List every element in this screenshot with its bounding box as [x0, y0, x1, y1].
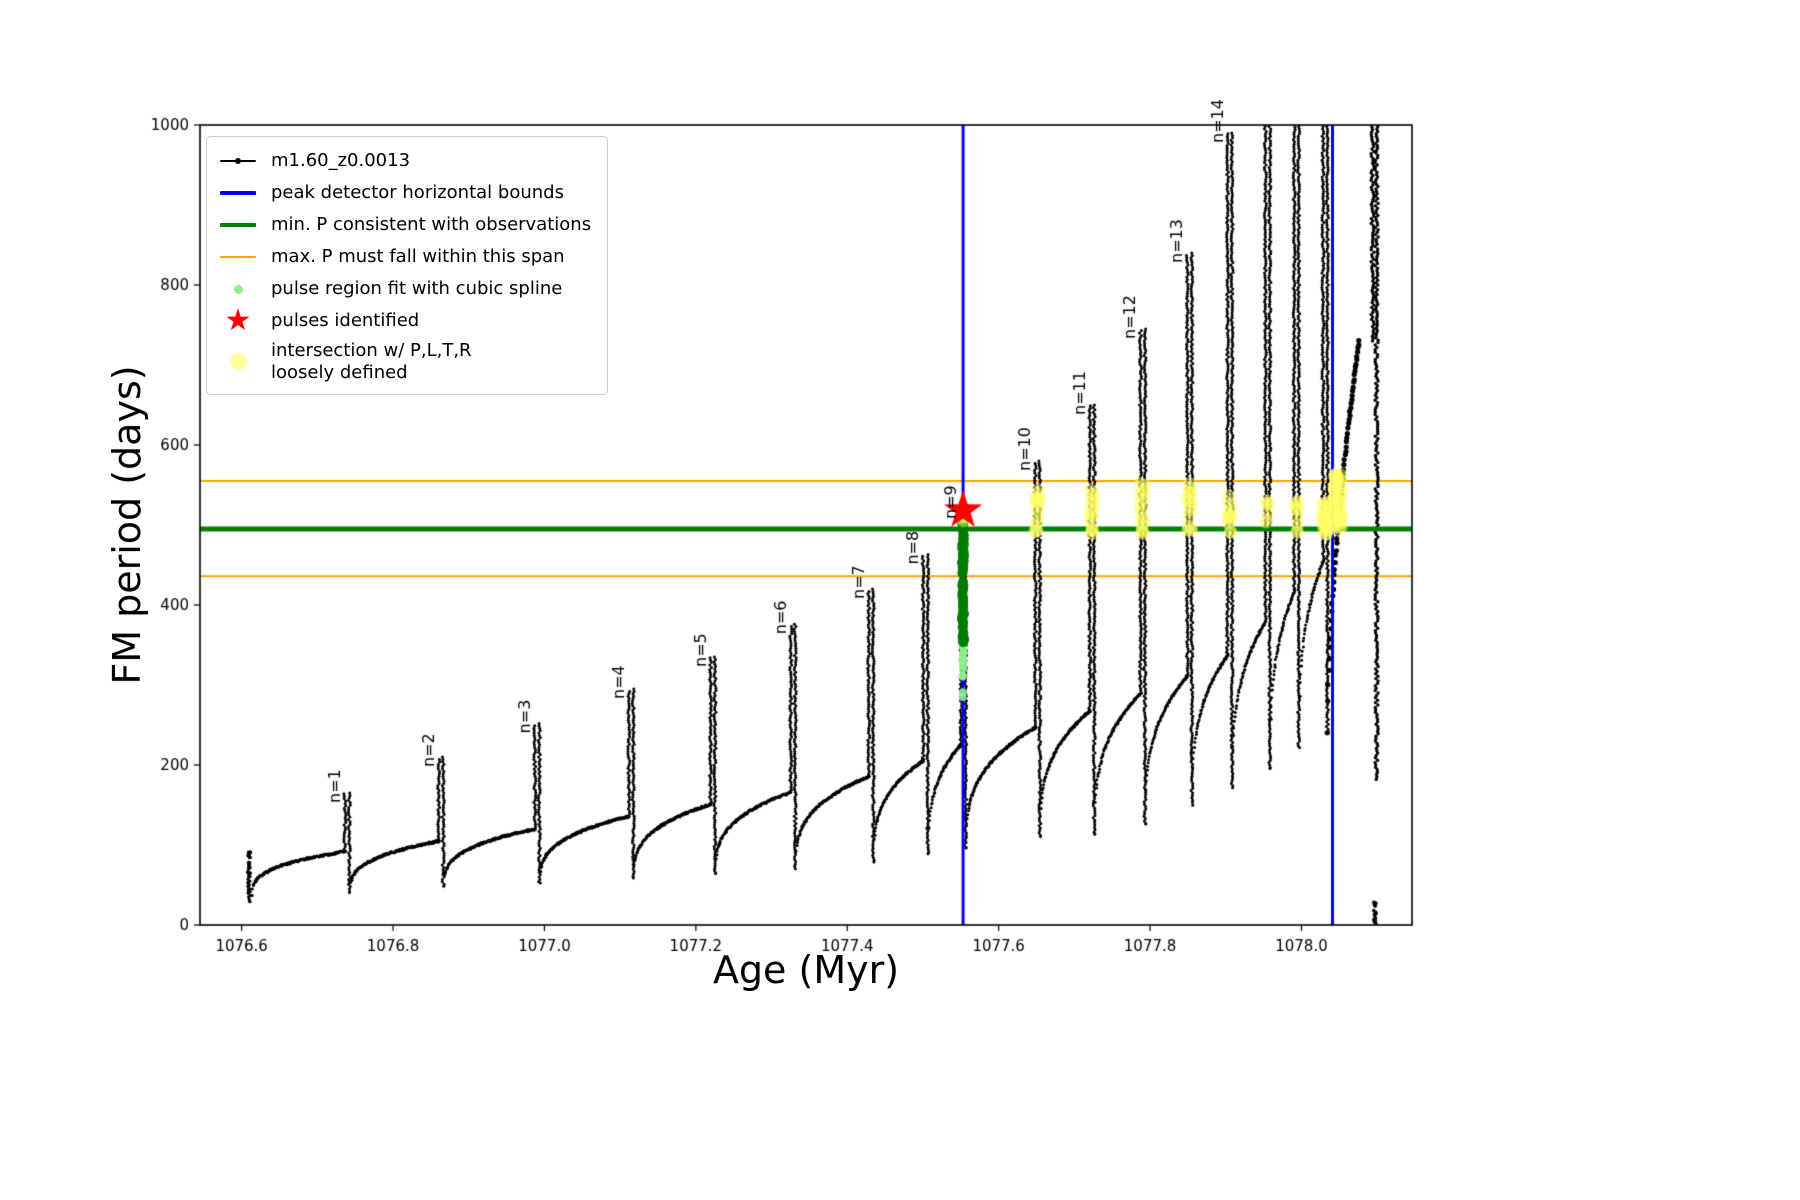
lightgreen-dot-marker — [217, 276, 259, 302]
legend-item-3: min. P consistent with observations — [217, 209, 591, 241]
black-line-dot-marker — [217, 148, 259, 174]
legend-item-4: max. P must fall within this span — [217, 241, 591, 273]
yellow-dot-marker — [217, 349, 259, 375]
legend-label: pulses identified — [271, 310, 420, 332]
y-axis-label: FM period (days) — [105, 365, 149, 685]
legend-label: max. P must fall within this span — [271, 246, 565, 268]
legend-label: min. P consistent with observations — [271, 214, 592, 236]
x-axis-label: Age (Myr) — [712, 948, 900, 992]
legend-label: pulse region fit with cubic spline — [271, 278, 563, 300]
green-line-marker — [217, 212, 259, 238]
legend-label: peak detector horizontal bounds — [271, 182, 564, 204]
legend-item-2: peak detector horizontal bounds — [217, 177, 591, 209]
legend-item-5: pulse region fit with cubic spline — [217, 273, 591, 305]
legend-item-1: m1.60_z0.0013 — [217, 145, 591, 177]
red-star-marker: ★ — [224, 303, 252, 338]
legend-item-6: ★ pulses identified — [217, 305, 591, 337]
blue-line-marker — [217, 180, 259, 206]
orange-line-marker — [217, 244, 259, 270]
legend-label: m1.60_z0.0013 — [271, 150, 411, 172]
legend-item-7: intersection w/ P,L,T,R loosely defined — [217, 337, 591, 386]
legend-label: intersection w/ P,L,T,R loosely defined — [271, 340, 472, 383]
